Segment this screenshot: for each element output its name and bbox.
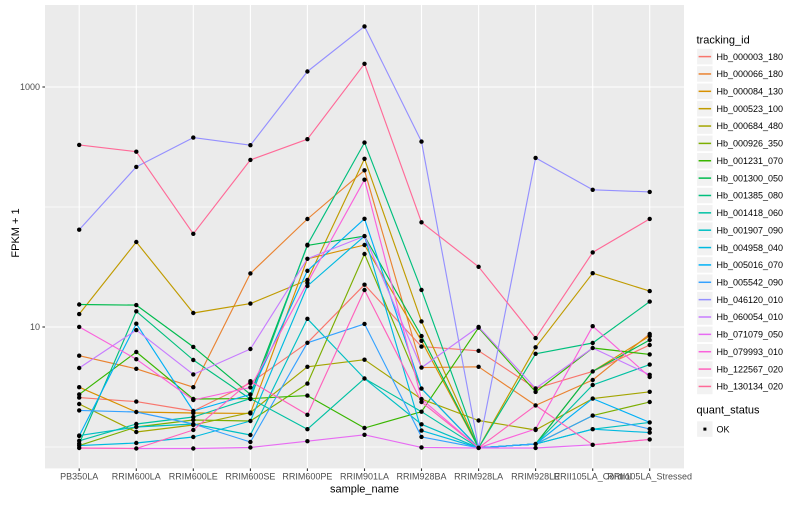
svg-text:RRIM600LA: RRIM600LA [112, 472, 161, 482]
svg-text:RRIM928BA: RRIM928BA [396, 472, 446, 482]
svg-text:Hb_004958_040: Hb_004958_040 [717, 243, 784, 253]
svg-text:Hb_000084_130: Hb_000084_130 [717, 87, 784, 97]
svg-text:Hb_130134_020: Hb_130134_020 [717, 382, 784, 392]
svg-text:Hb_005542_090: Hb_005542_090 [717, 277, 784, 287]
svg-text:RRII105LA_Stressed: RRII105LA_Stressed [607, 472, 692, 482]
svg-text:RRIM901LA: RRIM901LA [340, 472, 389, 482]
svg-text:RRIM600SE: RRIM600SE [225, 472, 275, 482]
svg-text:Hb_000523_100: Hb_000523_100 [717, 104, 784, 114]
svg-text:OK: OK [717, 424, 730, 434]
svg-text:Hb_046120_010: Hb_046120_010 [717, 295, 784, 305]
svg-text:Hb_001385_080: Hb_001385_080 [717, 191, 784, 201]
svg-text:RRIM928LA: RRIM928LA [454, 472, 503, 482]
svg-text:Hb_001300_050: Hb_001300_050 [717, 173, 784, 183]
svg-text:RRIM600LE: RRIM600LE [169, 472, 218, 482]
svg-text:Hb_001418_060: Hb_001418_060 [717, 208, 784, 218]
svg-text:Hb_000926_350: Hb_000926_350 [717, 139, 784, 149]
svg-text:Hb_005016_070: Hb_005016_070 [717, 260, 784, 270]
svg-text:Hb_000066_180: Hb_000066_180 [717, 69, 784, 79]
svg-text:Hb_001231_070: Hb_001231_070 [717, 156, 784, 166]
svg-text:quant_status: quant_status [697, 405, 760, 417]
svg-text:PB350LA: PB350LA [60, 472, 98, 482]
svg-text:sample_name: sample_name [330, 484, 399, 496]
svg-text:Hb_079993_010: Hb_079993_010 [717, 347, 784, 357]
svg-text:Hb_000003_180: Hb_000003_180 [717, 52, 784, 62]
svg-text:RRII105LA_Control: RRII105LA_Control [554, 472, 632, 482]
svg-text:10: 10 [30, 322, 40, 332]
svg-text:Hb_071079_050: Hb_071079_050 [717, 330, 784, 340]
svg-text:Hb_122567_020: Hb_122567_020 [717, 364, 784, 374]
svg-text:Hb_060054_010: Hb_060054_010 [717, 312, 784, 322]
svg-text:Hb_000684_480: Hb_000684_480 [717, 121, 784, 131]
svg-text:FPKM + 1: FPKM + 1 [10, 208, 22, 257]
svg-text:1000: 1000 [20, 82, 40, 92]
svg-text:tracking_id: tracking_id [697, 35, 750, 47]
svg-text:Hb_001907_090: Hb_001907_090 [717, 225, 784, 235]
svg-text:RRIM928LE: RRIM928LE [511, 472, 560, 482]
svg-text:RRIM600PE: RRIM600PE [282, 472, 332, 482]
